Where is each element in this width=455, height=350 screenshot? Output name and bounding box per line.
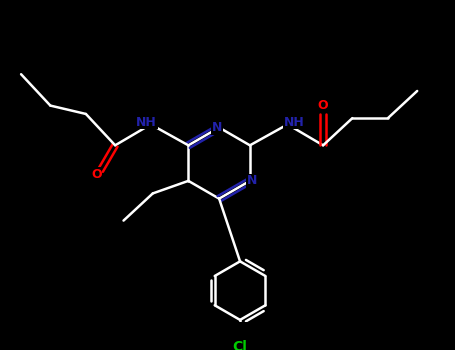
Text: NH: NH	[283, 116, 304, 129]
Text: O: O	[318, 99, 329, 112]
Text: Cl: Cl	[233, 340, 248, 350]
Text: N: N	[212, 121, 222, 134]
Text: O: O	[91, 168, 101, 181]
Text: NH: NH	[136, 116, 157, 129]
Text: N: N	[247, 174, 257, 187]
